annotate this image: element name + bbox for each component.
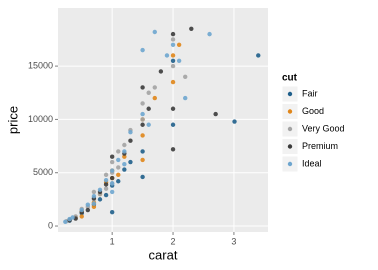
legend-marker	[287, 126, 293, 132]
point	[170, 122, 176, 127]
point	[170, 58, 176, 63]
point	[103, 177, 109, 183]
y-tick-label: 5000	[33, 167, 53, 177]
point	[140, 174, 145, 180]
point	[91, 193, 97, 199]
x-tick-label: 2	[171, 236, 176, 246]
point	[70, 215, 75, 220]
point	[207, 31, 212, 37]
legend-label: Very Good	[302, 123, 345, 133]
point	[146, 90, 151, 95]
point	[152, 95, 157, 101]
legend-label: Premium	[302, 141, 338, 151]
point	[140, 149, 145, 154]
point	[91, 201, 97, 206]
panel	[58, 8, 268, 232]
point	[116, 157, 121, 163]
point	[79, 207, 84, 213]
y-tick-label: 15000	[28, 60, 53, 70]
legend-marker	[287, 161, 293, 167]
point	[183, 74, 188, 79]
point	[116, 179, 121, 184]
point	[128, 130, 133, 135]
point	[170, 37, 176, 42]
legend-title: cut	[282, 73, 298, 84]
point	[140, 117, 145, 122]
point	[140, 111, 145, 117]
point	[256, 53, 261, 58]
y-axis-label: price	[5, 106, 20, 134]
point	[170, 63, 176, 69]
point	[146, 106, 151, 111]
point	[213, 111, 218, 117]
legend-marker	[287, 91, 293, 97]
point	[109, 181, 115, 186]
point	[170, 31, 176, 37]
point	[176, 42, 182, 47]
point	[85, 207, 91, 213]
point	[128, 138, 133, 143]
point	[146, 122, 151, 127]
point	[170, 79, 176, 85]
point	[152, 85, 157, 90]
point	[109, 168, 115, 173]
point	[140, 101, 145, 106]
point	[116, 165, 121, 170]
point	[122, 149, 127, 154]
point	[116, 172, 121, 178]
point	[85, 202, 91, 207]
point	[140, 122, 145, 127]
point	[103, 172, 109, 178]
point	[140, 133, 145, 138]
point	[109, 209, 115, 215]
point	[97, 187, 103, 192]
point	[140, 47, 145, 53]
point	[103, 192, 109, 198]
x-tick-label: 1	[110, 236, 115, 246]
point	[103, 182, 109, 187]
legend-label: Ideal	[302, 158, 322, 168]
point	[91, 204, 97, 210]
legend-label: Fair	[302, 88, 318, 98]
point	[128, 159, 133, 165]
point	[170, 42, 176, 47]
y-tick-label: 10000	[28, 114, 53, 124]
point	[109, 189, 115, 195]
legend-label: Good	[302, 106, 324, 116]
point	[140, 157, 145, 163]
legend-marker	[287, 144, 293, 149]
x-axis-label: carat	[149, 247, 178, 262]
point	[122, 154, 127, 159]
point	[170, 106, 176, 111]
point	[109, 154, 115, 159]
point	[63, 219, 68, 224]
point	[152, 29, 157, 35]
point	[183, 95, 188, 101]
point	[189, 26, 194, 31]
point	[79, 214, 84, 219]
point	[140, 85, 145, 90]
point	[176, 58, 182, 63]
point	[170, 147, 176, 152]
point	[158, 69, 164, 74]
point	[109, 159, 115, 165]
legend-marker	[287, 109, 293, 114]
point	[170, 53, 176, 58]
point	[109, 175, 115, 181]
point	[122, 142, 127, 148]
point	[116, 149, 121, 154]
point	[122, 167, 127, 172]
x-tick-label: 3	[231, 236, 236, 246]
point	[97, 197, 103, 202]
y-tick-label: 0	[48, 220, 53, 230]
point	[122, 161, 127, 167]
point	[164, 53, 170, 58]
point	[103, 186, 109, 191]
point	[232, 119, 237, 124]
point	[91, 189, 97, 195]
